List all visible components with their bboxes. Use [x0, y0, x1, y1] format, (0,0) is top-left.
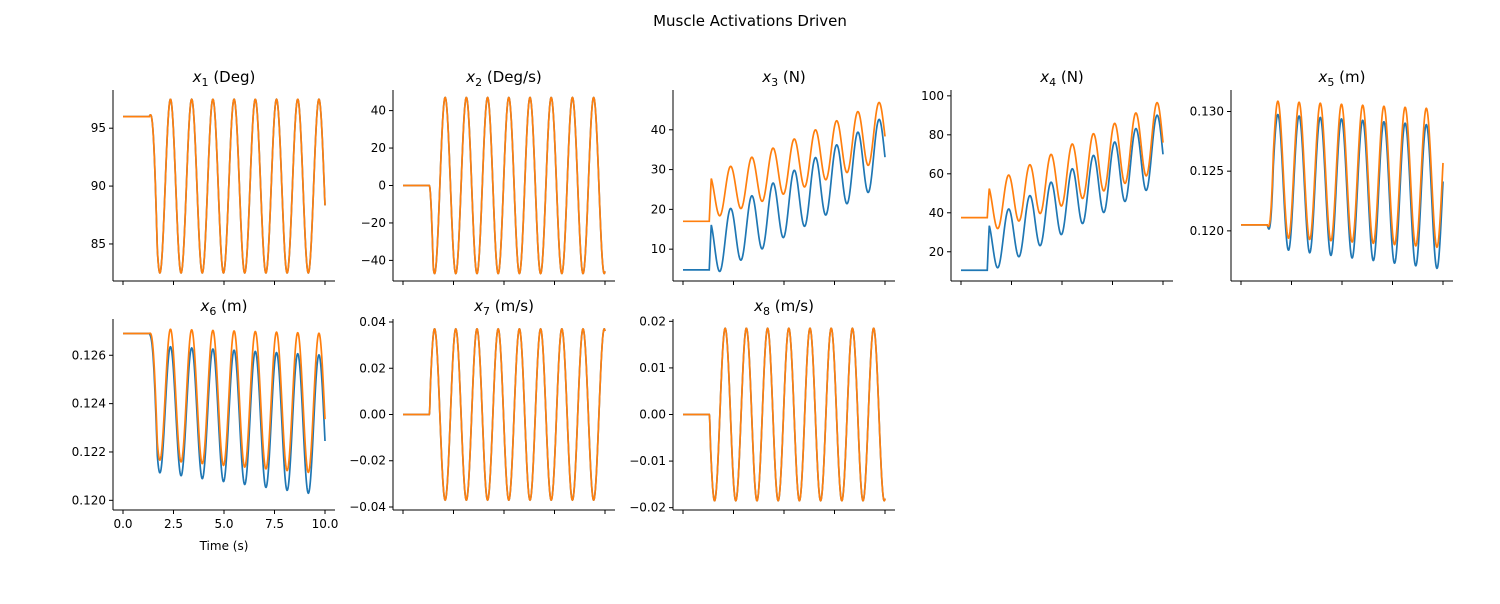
y-tick-label: 0.00 [639, 408, 666, 422]
y-tick-label: 40 [929, 206, 944, 220]
subplot-1-title: x1 (Deg) [192, 68, 256, 89]
title-subscript: 6 [209, 305, 216, 318]
title-subscript: 7 [483, 305, 490, 318]
subplot-5-title: x5 (m) [1318, 68, 1366, 89]
title-unit: (Deg) [209, 68, 256, 86]
title-variable: x [1318, 68, 1328, 86]
y-tick-label: 10 [651, 242, 666, 256]
y-tick-label: 0.124 [72, 397, 106, 411]
y-tick-label: 20 [371, 141, 386, 155]
y-tick-label: −0.04 [349, 500, 386, 514]
series-2-line [123, 98, 326, 274]
subplot-4-title: x4 (N) [1039, 68, 1084, 89]
y-tick-label: −0.02 [349, 454, 386, 468]
subplot-2-title: x2 (Deg/s) [465, 68, 542, 89]
y-tick-label: −0.02 [629, 501, 666, 515]
subplot-7-title: x7 (m/s) [473, 297, 534, 318]
x-tick-label: 10.0 [312, 517, 339, 531]
series-1-line [961, 114, 1164, 272]
y-tick-label: 95 [91, 121, 106, 135]
title-unit: (N) [778, 68, 806, 86]
subplot-6: x6 (m) 0.120 0.122 0.124 0.126 0.0 2.5 5.0 7.5 10… [72, 297, 339, 553]
series-2-line [123, 328, 326, 474]
y-tick-label: 85 [91, 237, 106, 251]
title-subscript: 8 [763, 305, 770, 318]
series-2-line [683, 101, 886, 223]
series-2-line [683, 327, 886, 502]
y-tick-label: 0.04 [359, 315, 386, 329]
subplot-4: x4 (N) 20 40 60 80 100 [921, 68, 1173, 285]
y-tick-label: −20 [361, 216, 386, 230]
subplot-3-title: x3 (N) [761, 68, 806, 89]
x-axis-label: Time (s) [199, 539, 249, 553]
y-tick-label: 40 [371, 104, 386, 118]
y-tick-label: 0.126 [72, 348, 106, 362]
title-variable: x [192, 68, 202, 86]
series-2-line [403, 327, 606, 502]
title-subscript: 2 [475, 76, 482, 89]
y-tick-label: −0.01 [629, 454, 666, 468]
title-unit: (m/s) [770, 297, 814, 315]
y-tick-label: 0.130 [1190, 104, 1224, 118]
x-tick-label: 0.0 [113, 517, 132, 531]
subplot-2: x2 (Deg/s) −40 −20 0 20 40 [361, 68, 615, 285]
title-variable: x [1039, 68, 1049, 86]
series-2-line [403, 96, 606, 275]
y-tick-label: 0.120 [72, 493, 106, 507]
title-unit: (N) [1056, 68, 1084, 86]
y-tick-label: 20 [929, 245, 944, 259]
title-variable: x [753, 297, 763, 315]
title-subscript: 3 [771, 76, 778, 89]
x-tick-label: 7.5 [265, 517, 284, 531]
title-subscript: 1 [202, 76, 209, 89]
y-tick-label: 0 [378, 179, 386, 193]
title-subscript: 5 [1327, 76, 1334, 89]
figure-title: Muscle Activations Driven [653, 12, 847, 30]
title-variable: x [200, 297, 210, 315]
x-tick-label: 5.0 [214, 517, 233, 531]
series-2-line [961, 101, 1164, 230]
y-tick-label: 0.01 [639, 361, 666, 375]
y-tick-label: 0.02 [359, 361, 386, 375]
subplot-1: x1 (Deg) 85 90 95 [91, 68, 335, 285]
y-tick-label: 40 [651, 123, 666, 137]
y-tick-label: 30 [651, 163, 666, 177]
title-subscript: 4 [1049, 76, 1056, 89]
subplot-8: x8 (m/s) −0.02 −0.01 0.00 0.01 0.02 [629, 297, 895, 515]
subplot-8-title: x8 (m/s) [753, 297, 814, 318]
title-unit: (m/s) [490, 297, 534, 315]
y-tick-label: 60 [929, 167, 944, 181]
y-tick-label: 20 [651, 202, 666, 216]
x-tick-label: 2.5 [164, 517, 183, 531]
title-variable: x [473, 297, 483, 315]
y-tick-label: 0.122 [72, 445, 106, 459]
y-tick-label: 90 [91, 179, 106, 193]
subplot-6-title: x6 (m) [200, 297, 248, 318]
y-tick-label: 0.125 [1190, 164, 1224, 178]
title-variable: x [761, 68, 771, 86]
series-1-line [683, 118, 886, 273]
y-tick-label: 0.02 [639, 314, 666, 328]
title-unit: (m) [1334, 68, 1365, 86]
subplot-5: x5 (m) 0.120 0.125 0.130 [1190, 68, 1453, 285]
subplot-7: x7 (m/s) −0.04 −0.02 0.00 0.02 0.04 [349, 297, 615, 514]
title-variable: x [465, 68, 475, 86]
series-2-line [1241, 100, 1444, 249]
title-unit: (Deg/s) [482, 68, 542, 86]
y-tick-label: 0.00 [359, 408, 386, 422]
subplot-3: x3 (N) 10 20 30 40 [651, 68, 895, 285]
y-tick-label: 0.120 [1190, 224, 1224, 238]
y-tick-label: 80 [929, 128, 944, 142]
y-tick-label: 100 [921, 89, 944, 103]
y-tick-label: −40 [361, 253, 386, 267]
title-unit: (m) [216, 297, 247, 315]
